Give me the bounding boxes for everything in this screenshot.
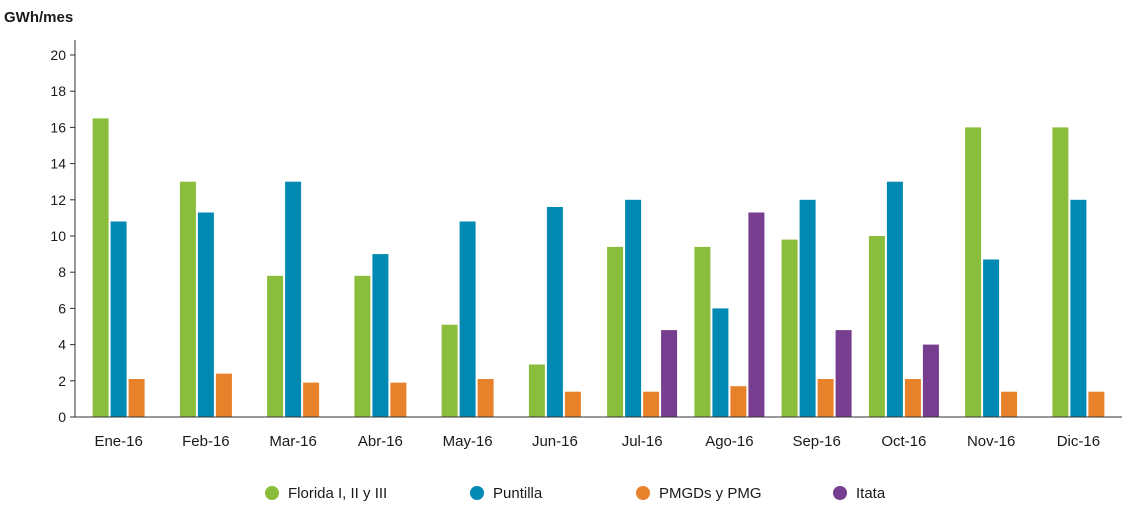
x-tick-label: Jun-16 (532, 433, 578, 450)
y-tick-label: 2 (58, 373, 66, 389)
x-tick-label: Dic-16 (1057, 433, 1100, 450)
x-tick-label: Nov-16 (967, 433, 1015, 450)
bar-pmgd-mar-16 (303, 382, 320, 417)
bar-florida-nov-16 (965, 127, 982, 418)
bar-pmgd-sep-16 (817, 379, 834, 417)
x-tick-label: Feb-16 (182, 433, 230, 450)
y-axis-ticks: 0 2 4 6 8 10 12 14 16 18 20 (50, 47, 75, 425)
bar-florida-abr-16 (354, 275, 371, 417)
y-axis-label: GWh/mes (4, 9, 73, 26)
bar-puntilla-sep-16 (799, 199, 816, 417)
x-tick-label: Oct-16 (881, 433, 926, 450)
y-tick-label: 16 (50, 119, 66, 135)
legend-label: PMGDs y PMG (659, 485, 762, 502)
bar-puntilla-jul-16 (625, 199, 642, 417)
legend-label: Florida I, II y III (288, 485, 387, 502)
y-tick-label: 8 (58, 264, 66, 280)
x-tick-label: Jul-16 (622, 433, 663, 450)
bar-pmgd-oct-16 (904, 379, 921, 417)
bar-puntilla-dic-16 (1070, 199, 1087, 417)
x-tick-label: Sep-16 (792, 433, 840, 450)
x-tick-label: Mar-16 (269, 433, 317, 450)
bar-puntilla-ago-16 (712, 308, 729, 417)
bar-pmgd-nov-16 (1001, 391, 1018, 417)
y-tick-label: 20 (50, 47, 66, 63)
y-tick-label: 12 (50, 192, 66, 208)
x-tick-label: Abr-16 (358, 433, 403, 450)
x-axis-labels: Ene-16 Feb-16 Mar-16 Abr-16 May-16 Jun-16 Jul-… (94, 433, 1100, 450)
legend-swatch (833, 486, 847, 500)
bar-itata-oct-16 (922, 344, 939, 417)
bar-puntilla-feb-16 (197, 212, 214, 417)
bar-itata-ago-16 (748, 212, 765, 417)
bar-pmgd-may-16 (477, 379, 494, 417)
bar-itata-sep-16 (835, 330, 852, 417)
bar-pmgd-jul-16 (643, 391, 660, 417)
bar-pmgd-ene-16 (128, 379, 145, 417)
bar-florida-may-16 (441, 324, 458, 417)
bar-itata-jul-16 (661, 330, 678, 417)
x-tick-label: Ago-16 (705, 433, 753, 450)
x-tick-label: Ene-16 (94, 433, 142, 450)
bar-pmgd-abr-16 (390, 382, 407, 417)
bar-florida-jul-16 (607, 246, 624, 417)
bar-pmgd-jun-16 (564, 391, 581, 417)
legend-swatch (636, 486, 650, 500)
bar-pmgd-dic-16 (1088, 391, 1105, 417)
y-tick-label: 10 (50, 228, 66, 244)
bar-florida-feb-16 (179, 181, 196, 417)
bar-florida-mar-16 (267, 275, 284, 417)
y-tick-label: 0 (58, 409, 66, 425)
bar-puntilla-mar-16 (285, 181, 302, 417)
y-tick-label: 4 (58, 337, 66, 353)
bar-florida-dic-16 (1052, 127, 1069, 418)
bar-puntilla-may-16 (459, 221, 476, 417)
bar-puntilla-abr-16 (372, 254, 389, 417)
bar-florida-jun-16 (528, 364, 545, 417)
legend-label: Puntilla (493, 485, 543, 502)
bar-florida-oct-16 (868, 236, 885, 417)
bar-pmgd-ago-16 (730, 386, 747, 417)
legend-label: Itata (856, 485, 886, 502)
bar-puntilla-oct-16 (886, 181, 903, 417)
legend: Florida I, II y III Puntilla PMGDs y PMG It… (265, 485, 886, 502)
y-tick-label: 6 (58, 300, 66, 316)
bar-puntilla-nov-16 (983, 259, 1000, 417)
x-tick-label: May-16 (443, 433, 493, 450)
bar-puntilla-ene-16 (110, 221, 127, 417)
bar-florida-ago-16 (694, 246, 711, 417)
y-tick-label: 14 (50, 156, 66, 172)
bars (92, 118, 1105, 418)
legend-swatch (265, 486, 279, 500)
bar-puntilla-jun-16 (546, 207, 563, 417)
y-tick-label: 18 (50, 83, 66, 99)
bar-florida-ene-16 (92, 118, 109, 418)
legend-swatch (470, 486, 484, 500)
bar-florida-sep-16 (781, 239, 798, 417)
bar-pmgd-feb-16 (215, 373, 232, 417)
